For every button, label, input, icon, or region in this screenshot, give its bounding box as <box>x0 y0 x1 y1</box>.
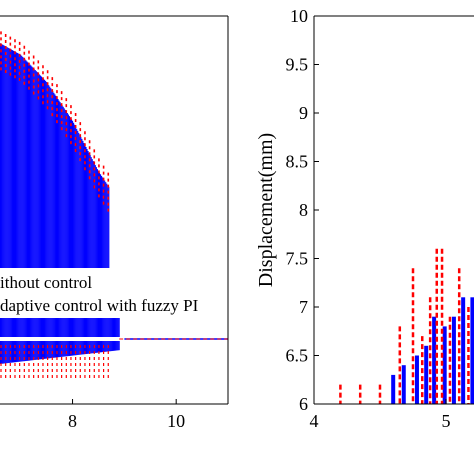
right-y-ticks: 6 6.5 7 7.5 8 8.5 9 9.5 10 <box>286 6 319 414</box>
right-y-tick-label: 6.5 <box>286 346 309 366</box>
bar-adaptive-control <box>414 355 419 404</box>
right-y-tick-label: 6 <box>299 394 308 414</box>
legend: ithout control daptive control with fuzz… <box>0 273 199 315</box>
right-y-tick-label: 10 <box>290 6 308 26</box>
right-x-tick-label: 5 <box>442 411 451 431</box>
left-x-tick-label: 10 <box>167 411 185 431</box>
bar-adaptive-control <box>461 297 466 404</box>
left-plot-data <box>0 31 228 378</box>
left-x-tick-label: 8 <box>68 411 77 431</box>
right-y-tick-label: 8 <box>299 200 308 220</box>
bar-adaptive-control <box>442 326 447 404</box>
right-y-tick-label: 9.5 <box>286 55 309 75</box>
right-x-tick-label: 4 <box>310 411 319 431</box>
left-x-ticks: 8 10 <box>68 399 185 431</box>
y-axis-label: Displacement(mm) <box>255 133 277 287</box>
right-y-tick-label: 7.5 <box>286 249 309 269</box>
legend-entry-fuzzy-pi: daptive control with fuzzy PI <box>0 296 199 315</box>
bar-adaptive-control <box>470 297 474 404</box>
bar-adaptive-control <box>451 316 456 404</box>
legend-entry-without-control: ithout control <box>0 273 92 292</box>
bar-adaptive-control <box>391 374 396 404</box>
bar-adaptive-control <box>401 365 406 404</box>
legend-background <box>0 268 228 318</box>
bar-adaptive-control <box>432 316 437 404</box>
left-chart-panel: 8 10 ithout control daptive control with … <box>0 15 229 431</box>
right-y-tick-label: 7 <box>299 297 308 317</box>
right-plot-data <box>339 248 474 404</box>
bar-adaptive-control <box>424 345 429 404</box>
right-y-tick-label: 8.5 <box>286 152 309 172</box>
right-y-tick-label: 9 <box>299 103 308 123</box>
